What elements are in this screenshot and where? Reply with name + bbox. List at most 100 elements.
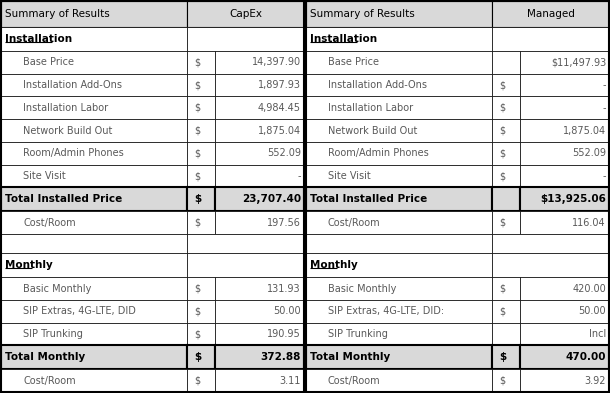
Text: Installation Labor: Installation Labor xyxy=(328,103,413,113)
Bar xyxy=(492,51,520,74)
Text: Monthly: Monthly xyxy=(5,260,52,270)
Bar xyxy=(520,369,609,392)
Text: Network Build Out: Network Build Out xyxy=(23,126,112,136)
Text: $: $ xyxy=(194,329,200,339)
Bar xyxy=(306,51,492,74)
Text: $: $ xyxy=(499,306,505,316)
Bar xyxy=(187,1,304,27)
Text: 470.00: 470.00 xyxy=(565,353,606,362)
Bar xyxy=(187,369,215,392)
Text: $: $ xyxy=(499,126,505,136)
Bar xyxy=(306,27,492,51)
Bar xyxy=(520,323,609,345)
Bar xyxy=(306,142,492,165)
Bar xyxy=(492,27,609,51)
Text: $13,925.06: $13,925.06 xyxy=(540,195,606,204)
Text: Installation Add-Ons: Installation Add-Ons xyxy=(23,80,122,90)
Text: 50.00: 50.00 xyxy=(578,306,606,316)
Bar xyxy=(492,119,520,142)
Bar xyxy=(1,323,187,345)
Text: Installation: Installation xyxy=(310,34,377,44)
Bar xyxy=(306,300,492,323)
Bar xyxy=(187,51,215,74)
Bar xyxy=(492,187,520,211)
Text: 14,397.90: 14,397.90 xyxy=(252,57,301,67)
Bar xyxy=(215,277,304,300)
Bar xyxy=(492,345,520,369)
Bar xyxy=(1,1,304,392)
Text: Room/Admin Phones: Room/Admin Phones xyxy=(23,148,124,158)
Bar xyxy=(1,1,187,27)
Text: CapEx: CapEx xyxy=(229,9,262,19)
Text: $: $ xyxy=(194,195,201,204)
Text: $: $ xyxy=(499,284,505,294)
Bar xyxy=(187,142,215,165)
Bar xyxy=(306,211,492,234)
Text: Summary of Results: Summary of Results xyxy=(5,9,110,19)
Bar xyxy=(306,165,492,187)
Text: -: - xyxy=(603,80,606,90)
Text: $: $ xyxy=(194,103,200,113)
Text: Site Visit: Site Visit xyxy=(328,171,371,181)
Bar xyxy=(187,211,215,234)
Text: $: $ xyxy=(194,171,200,181)
Bar xyxy=(492,234,609,253)
Bar xyxy=(215,187,304,211)
Bar xyxy=(306,345,492,369)
Bar xyxy=(520,74,609,96)
Bar xyxy=(306,253,492,277)
Bar xyxy=(492,1,609,27)
Text: $: $ xyxy=(499,353,506,362)
Bar xyxy=(1,345,187,369)
Bar xyxy=(187,119,215,142)
Text: $: $ xyxy=(194,376,200,386)
Text: $: $ xyxy=(194,57,200,67)
Text: 1,897.93: 1,897.93 xyxy=(258,80,301,90)
Bar xyxy=(306,323,492,345)
Bar xyxy=(215,51,304,74)
Text: 1,875.04: 1,875.04 xyxy=(563,126,606,136)
Text: SIP Extras, 4G-LTE, DID:: SIP Extras, 4G-LTE, DID: xyxy=(328,306,444,316)
Text: Cost/Room: Cost/Room xyxy=(23,376,76,386)
Bar xyxy=(520,211,609,234)
Text: -: - xyxy=(603,171,606,181)
Text: Monthly: Monthly xyxy=(310,260,357,270)
Text: Incl: Incl xyxy=(589,329,606,339)
Text: $: $ xyxy=(194,306,200,316)
Text: Basic Monthly: Basic Monthly xyxy=(328,284,396,294)
Bar xyxy=(520,345,609,369)
Text: Total Monthly: Total Monthly xyxy=(310,353,390,362)
Text: 116.04: 116.04 xyxy=(572,218,606,228)
Bar xyxy=(492,253,609,277)
Text: 552.09: 552.09 xyxy=(572,148,606,158)
Text: $11,497.93: $11,497.93 xyxy=(551,57,606,67)
Bar xyxy=(1,96,187,119)
Text: Total Installed Price: Total Installed Price xyxy=(310,195,427,204)
Bar xyxy=(215,165,304,187)
Text: 131.93: 131.93 xyxy=(267,284,301,294)
Bar xyxy=(1,187,187,211)
Text: $: $ xyxy=(194,148,200,158)
Text: 552.09: 552.09 xyxy=(267,148,301,158)
Text: 372.88: 372.88 xyxy=(260,353,301,362)
Text: Managed: Managed xyxy=(527,9,575,19)
Bar xyxy=(187,234,304,253)
Text: -: - xyxy=(298,171,301,181)
Bar xyxy=(187,27,304,51)
Bar xyxy=(492,300,520,323)
Bar xyxy=(187,300,215,323)
Bar xyxy=(520,300,609,323)
Bar xyxy=(492,96,520,119)
Text: -: - xyxy=(603,103,606,113)
Text: SIP Trunking: SIP Trunking xyxy=(328,329,388,339)
Text: SIP Extras, 4G-LTE, DID: SIP Extras, 4G-LTE, DID xyxy=(23,306,136,316)
Text: $: $ xyxy=(499,148,505,158)
Text: Installation Add-Ons: Installation Add-Ons xyxy=(328,80,427,90)
Text: $: $ xyxy=(194,284,200,294)
Text: 23,707.40: 23,707.40 xyxy=(242,195,301,204)
Text: $: $ xyxy=(499,218,505,228)
Text: Cost/Room: Cost/Room xyxy=(328,218,381,228)
Bar xyxy=(492,74,520,96)
Bar xyxy=(492,277,520,300)
Bar xyxy=(306,187,492,211)
